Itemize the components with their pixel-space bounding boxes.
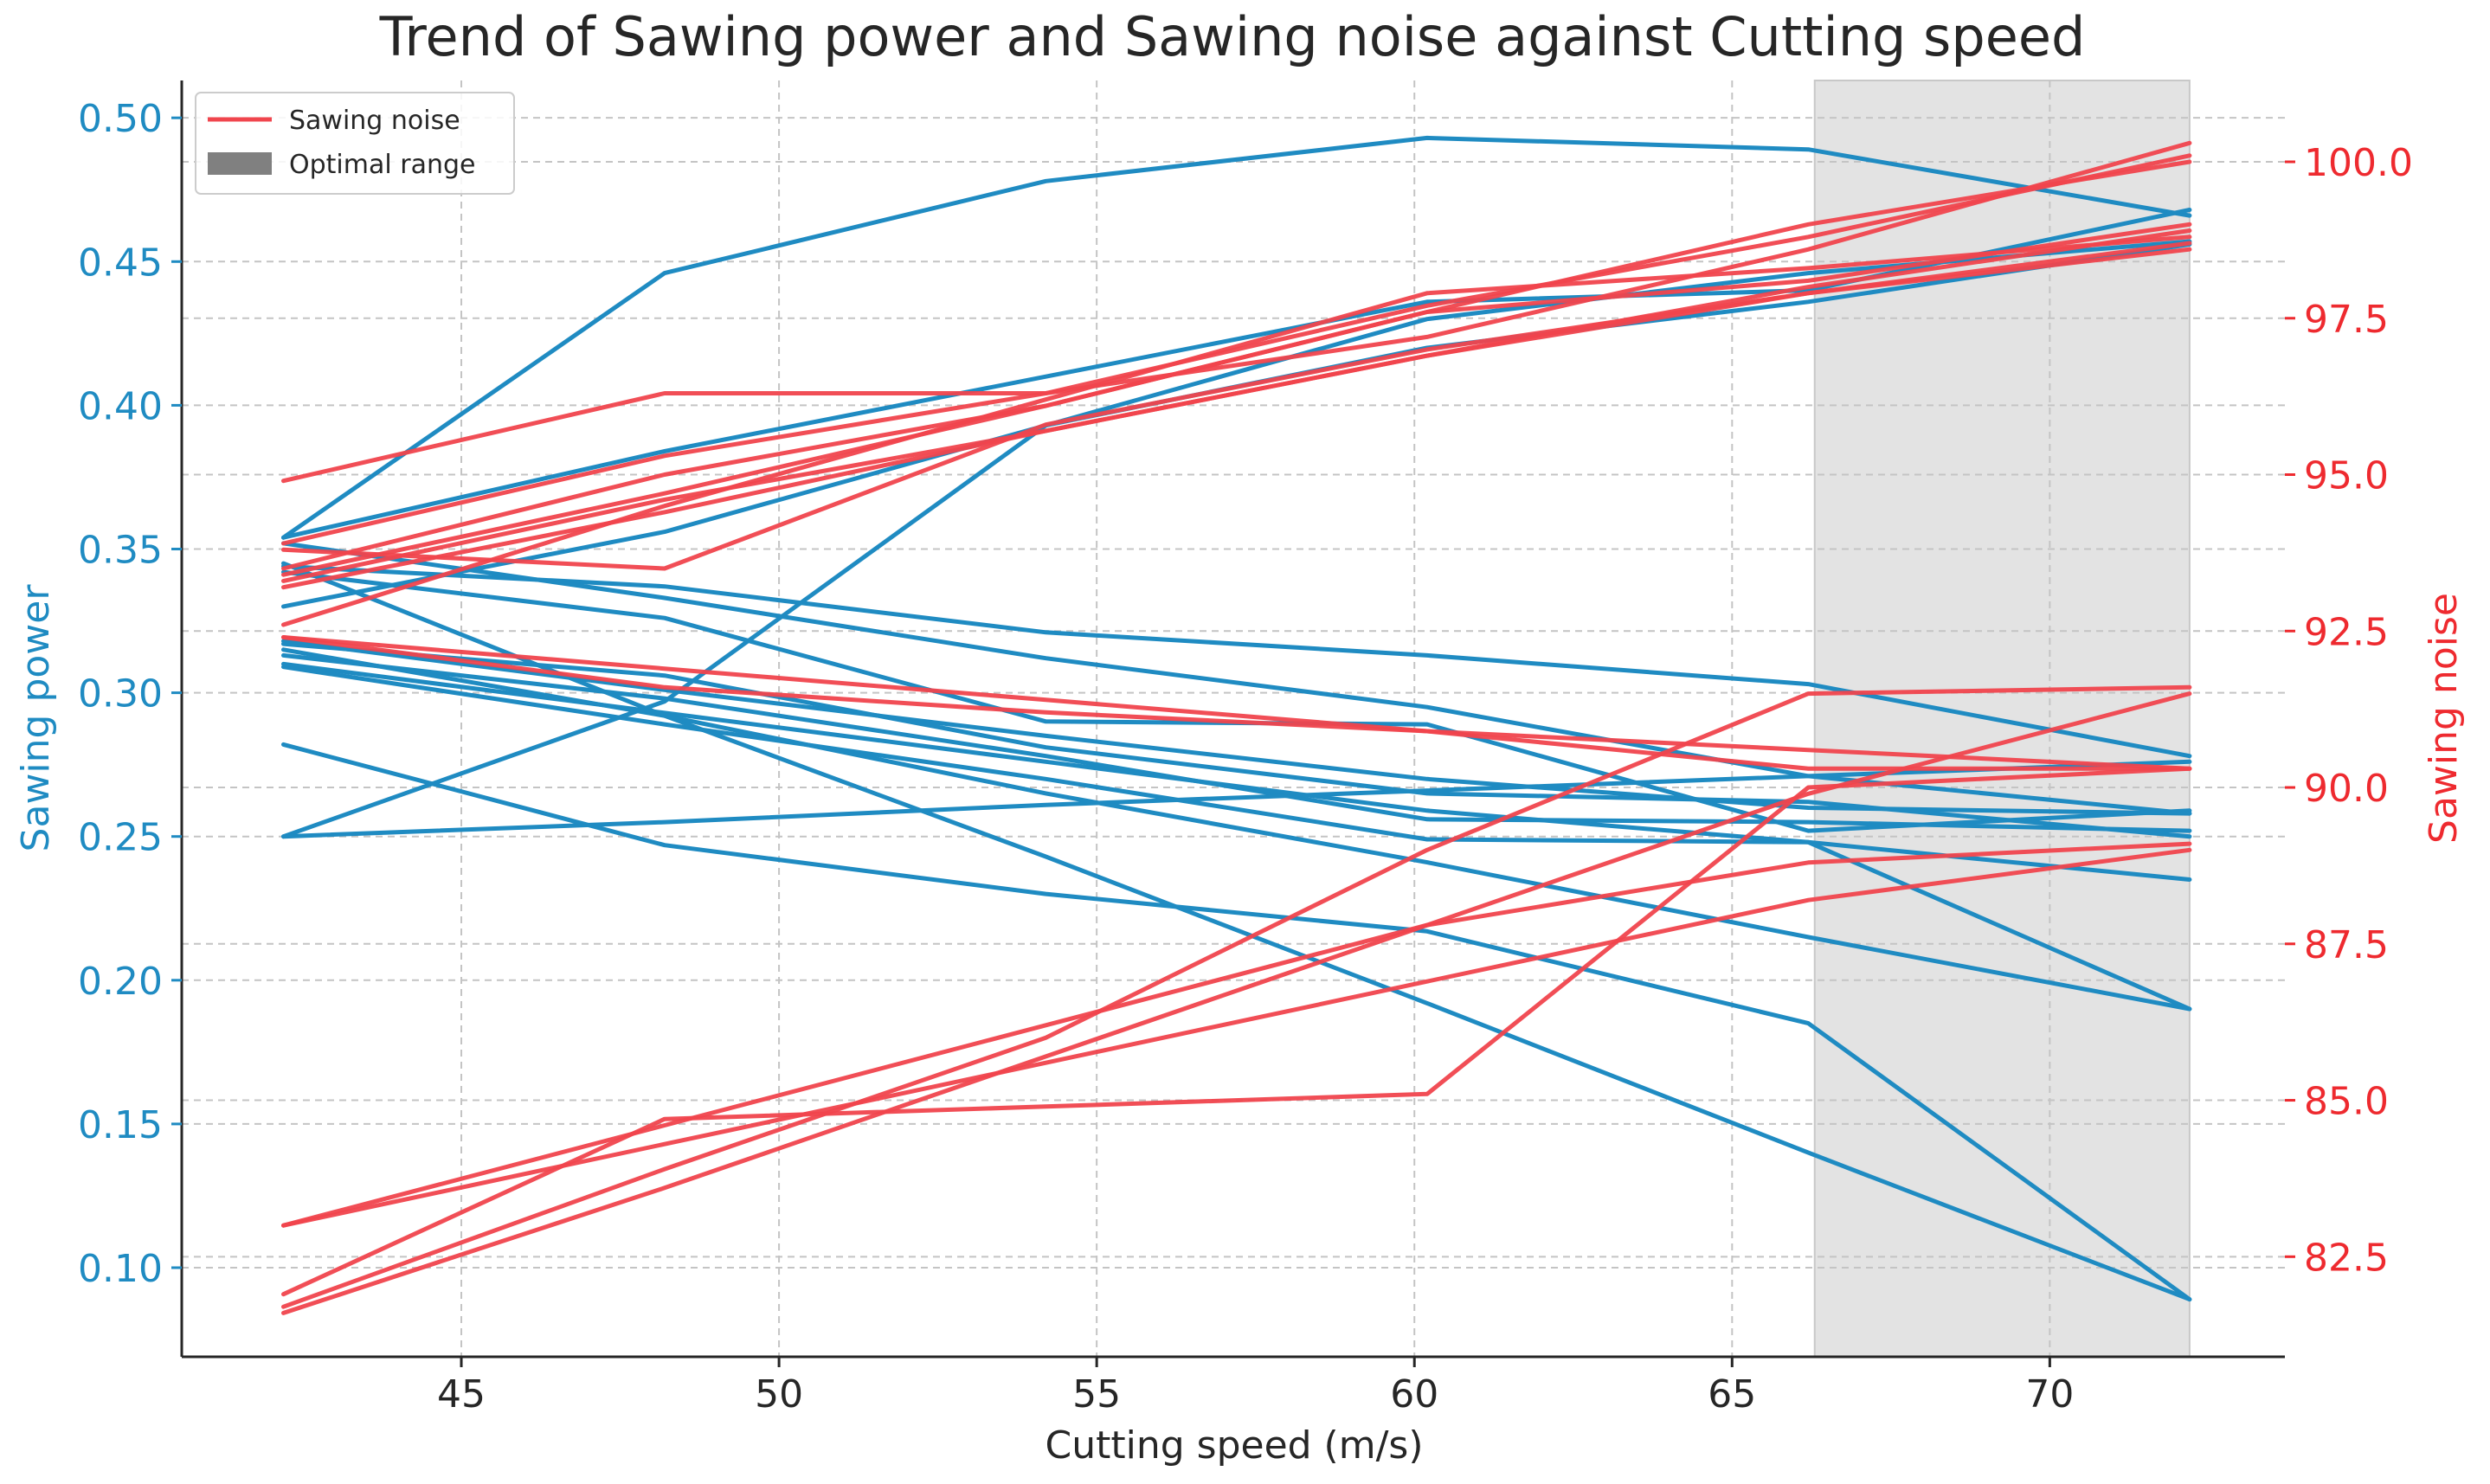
y-tick-label-right-5: 95.0 (2304, 454, 2389, 498)
legend-label-optimal: Optimal range (289, 150, 475, 180)
legend-box (195, 92, 515, 195)
y-tick-label-right-3: 90.0 (2304, 767, 2389, 811)
y-tick-label-left-6: 0.40 (78, 384, 163, 428)
y-tick-label-right-4: 92.5 (2304, 610, 2389, 654)
y-tick-label-left-5: 0.35 (78, 528, 163, 572)
y-tick-label-left-0: 0.10 (78, 1247, 163, 1291)
legend: Sawing noise Optimal range (195, 92, 515, 195)
y-tick-label-right-7: 100.0 (2304, 141, 2413, 185)
noise-line-13 (281, 766, 2192, 1297)
y-tick-label-right-0: 82.5 (2304, 1236, 2389, 1280)
noise-line-9 (281, 635, 2192, 771)
x-tick-label-1: 50 (755, 1372, 803, 1417)
x-tick-label-4: 65 (1708, 1372, 1756, 1417)
ticks-layer: 45 50 55 60 65 70 0.10 0.15 0.20 0.25 0.30 0.35 0.40… (78, 97, 2413, 1417)
power-line-13 (281, 742, 2192, 1302)
legend-swatch-patch (208, 152, 272, 175)
y-tick-label-right-2: 87.5 (2304, 923, 2389, 967)
y-tick-label-left-8: 0.50 (78, 97, 163, 141)
x-tick-label-3: 60 (1390, 1372, 1438, 1417)
x-tick-label-5: 70 (2025, 1372, 2074, 1417)
y-tick-label-left-1: 0.15 (78, 1103, 163, 1147)
y-tick-label-right-6: 97.5 (2304, 298, 2389, 342)
y-tick-label-left-7: 0.45 (78, 241, 163, 285)
power-line-5 (281, 563, 2192, 759)
x-tick-label-2: 55 (1072, 1372, 1121, 1417)
chart-title: Trend of Sawing power and Sawing noise a… (379, 5, 2086, 68)
y-axis-label-left: Sawing power (14, 584, 58, 852)
power-line-9 (281, 641, 2192, 839)
y-tick-label-left-2: 0.20 (78, 960, 163, 1004)
y-tick-label-left-4: 0.30 (78, 672, 163, 716)
noise-line-12 (281, 841, 2192, 1228)
noise-line-14 (281, 684, 2192, 1309)
power-line-1 (281, 135, 2192, 540)
power-line-14 (281, 561, 2192, 1302)
noise-line-1 (281, 140, 2192, 484)
power-line-12 (281, 759, 2192, 839)
legend-label-noise: Sawing noise (289, 106, 460, 136)
power-line-11 (281, 665, 2192, 1012)
x-axis-label: Cutting speed (m/s) (1046, 1423, 1424, 1468)
y-tick-label-left-3: 0.25 (78, 816, 163, 860)
noise-line-8 (281, 247, 2192, 571)
power-line-16 (281, 661, 2192, 882)
y-tick-label-right-1: 85.0 (2304, 1080, 2389, 1124)
power-line-3 (281, 239, 2192, 609)
y-axis-label-right: Sawing noise (2422, 593, 2466, 844)
noise-line-2 (281, 153, 2192, 546)
axes-layer (180, 80, 2285, 1359)
noise-line-11 (281, 847, 2192, 1228)
x-tick-label-0: 45 (437, 1372, 486, 1417)
noise-line-15 (281, 691, 2192, 1315)
power-series-layer (281, 135, 2192, 1302)
noise-line-4 (281, 222, 2192, 571)
noise-series-layer (281, 140, 2192, 1315)
noise-line-10 (281, 635, 2192, 771)
